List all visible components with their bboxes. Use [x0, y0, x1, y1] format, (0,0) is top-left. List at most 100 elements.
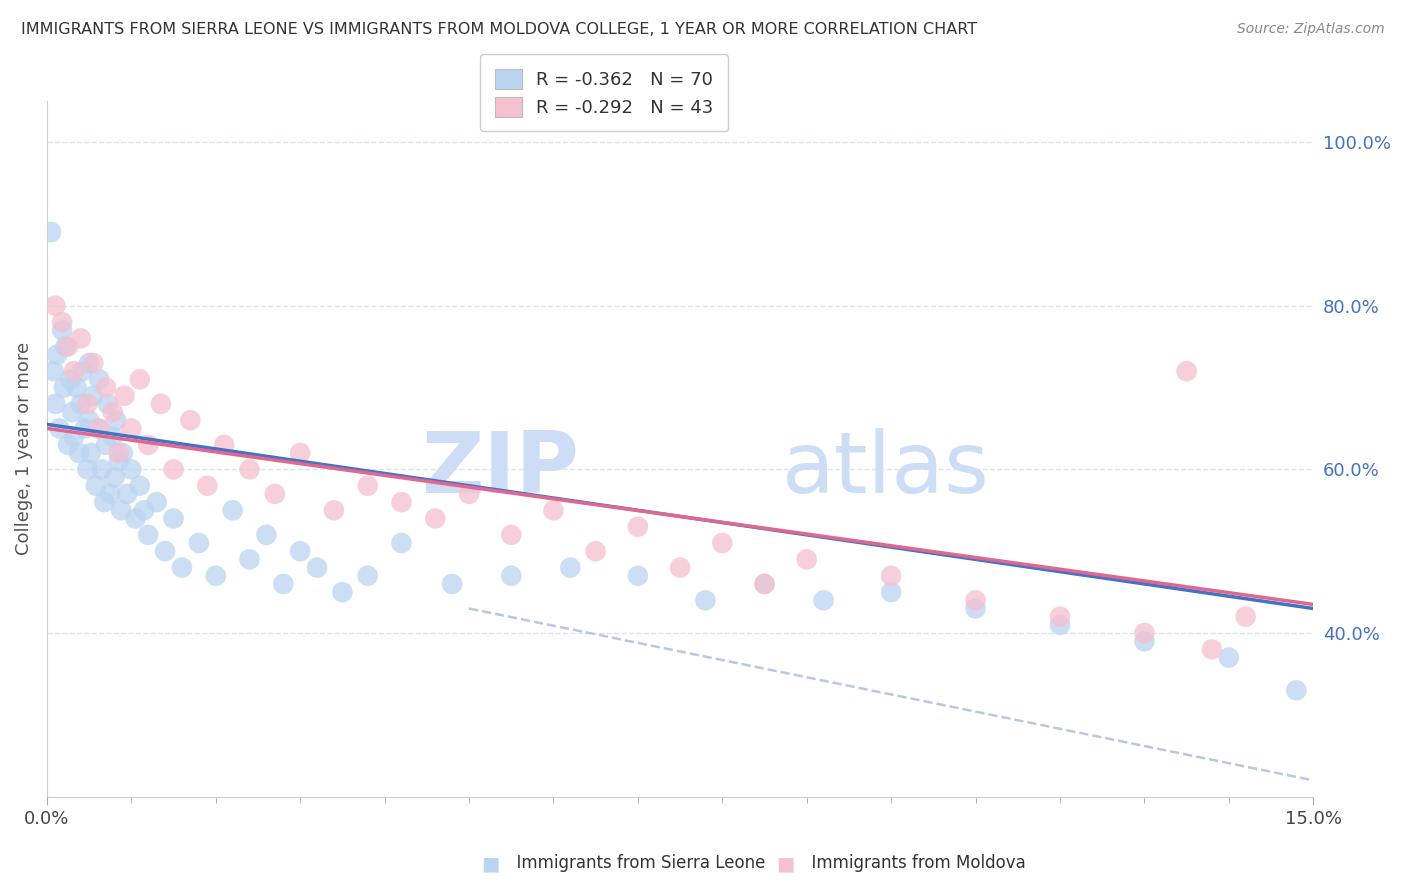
Point	[179, 413, 201, 427]
Point	[89, 421, 111, 435]
Point	[323, 503, 346, 517]
Point	[67, 446, 90, 460]
Text: Immigrants from Sierra Leone: Immigrants from Sierra Leone	[506, 855, 765, 872]
Point	[110, 503, 132, 517]
Point	[90, 462, 112, 476]
Point	[51, 323, 73, 337]
Point	[162, 462, 184, 476]
Point	[46, 348, 69, 362]
Point	[585, 544, 607, 558]
Point	[105, 413, 128, 427]
Point	[128, 479, 150, 493]
Text: ZIP: ZIP	[420, 428, 579, 511]
Point	[543, 503, 565, 517]
Point	[94, 438, 117, 452]
Point	[1133, 634, 1156, 648]
Point	[124, 511, 146, 525]
Point	[1285, 683, 1308, 698]
Point	[195, 479, 218, 493]
Point	[1201, 642, 1223, 657]
Point	[89, 372, 111, 386]
Point	[73, 421, 96, 435]
Point	[111, 446, 134, 460]
Point	[97, 397, 120, 411]
Point	[391, 495, 413, 509]
Point	[391, 536, 413, 550]
Point	[60, 405, 83, 419]
Point	[560, 560, 582, 574]
Point	[84, 479, 107, 493]
Point	[754, 577, 776, 591]
Legend: R = -0.362   N = 70, R = -0.292   N = 43: R = -0.362 N = 70, R = -0.292 N = 43	[481, 54, 728, 131]
Point	[51, 315, 73, 329]
Point	[80, 446, 103, 460]
Point	[441, 577, 464, 591]
Point	[1175, 364, 1198, 378]
Point	[263, 487, 285, 501]
Point	[813, 593, 835, 607]
Point	[1234, 609, 1257, 624]
Point	[55, 340, 77, 354]
Point	[128, 372, 150, 386]
Point	[132, 503, 155, 517]
Point	[59, 372, 82, 386]
Point	[120, 462, 142, 476]
Point	[77, 413, 100, 427]
Point	[107, 446, 129, 460]
Text: Immigrants from Moldova: Immigrants from Moldova	[801, 855, 1026, 872]
Point	[204, 568, 226, 582]
Point	[1218, 650, 1240, 665]
Point	[52, 380, 75, 394]
Point	[288, 446, 311, 460]
Point	[69, 397, 91, 411]
Point	[880, 568, 903, 582]
Point	[120, 421, 142, 435]
Point	[1049, 618, 1071, 632]
Point	[627, 519, 650, 533]
Point	[238, 552, 260, 566]
Point	[101, 405, 124, 419]
Point	[153, 544, 176, 558]
Point	[72, 364, 94, 378]
Point	[145, 495, 167, 509]
Point	[94, 380, 117, 394]
Point	[39, 225, 62, 239]
Point	[754, 577, 776, 591]
Point	[288, 544, 311, 558]
Point	[1133, 626, 1156, 640]
Point	[425, 511, 447, 525]
Point	[86, 421, 108, 435]
Point	[77, 356, 100, 370]
Text: atlas: atlas	[782, 428, 990, 511]
Point	[221, 503, 243, 517]
Point	[56, 340, 79, 354]
Point	[254, 528, 277, 542]
Point	[187, 536, 209, 550]
Point	[82, 356, 104, 370]
Point	[162, 511, 184, 525]
Point	[711, 536, 734, 550]
Point	[63, 364, 86, 378]
Point	[1049, 609, 1071, 624]
Point	[305, 560, 328, 574]
Point	[69, 331, 91, 345]
Point	[44, 397, 66, 411]
Point	[238, 462, 260, 476]
Point	[965, 593, 987, 607]
Point	[357, 568, 380, 582]
Text: Source: ZipAtlas.com: Source: ZipAtlas.com	[1237, 22, 1385, 37]
Point	[149, 397, 172, 411]
Point	[796, 552, 818, 566]
Point	[458, 487, 481, 501]
Y-axis label: College, 1 year or more: College, 1 year or more	[15, 343, 32, 556]
Point	[880, 585, 903, 599]
Point	[107, 454, 129, 468]
Point	[271, 577, 294, 591]
Point	[669, 560, 692, 574]
Point	[114, 389, 136, 403]
Text: IMMIGRANTS FROM SIERRA LEONE VS IMMIGRANTS FROM MOLDOVA COLLEGE, 1 YEAR OR MORE : IMMIGRANTS FROM SIERRA LEONE VS IMMIGRAN…	[21, 22, 977, 37]
Point	[965, 601, 987, 615]
Point	[627, 568, 650, 582]
Point	[357, 479, 380, 493]
Point	[76, 397, 98, 411]
